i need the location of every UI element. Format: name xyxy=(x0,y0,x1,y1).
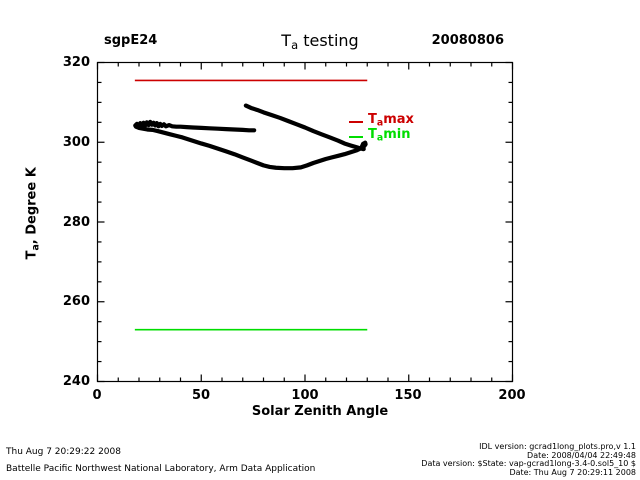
legend-swatch-tamax xyxy=(349,120,363,123)
metadata-idl-date: Date: 2008/04/04 22:49:48 xyxy=(527,450,636,460)
y-axis-title-suffix: , Degree K xyxy=(24,167,40,245)
footer-organization: Battelle Pacific Northwest National Labo… xyxy=(6,464,316,474)
legend-label-tamin: Tamin xyxy=(368,127,411,144)
page-title-text: T xyxy=(281,31,292,50)
date-code-label: 20080806 xyxy=(431,33,504,48)
footer-timestamp: Thu Aug 7 20:29:22 2008 xyxy=(6,447,121,457)
x-tick-label: 200 xyxy=(498,388,526,403)
x-tick-label: 100 xyxy=(291,388,319,403)
metadata-data-version: Data version: $State: vap-gcrad1long-3.4… xyxy=(421,459,636,468)
metadata-data-date: Date: Thu Aug 7 20:29:11 2008 xyxy=(509,467,636,477)
series-Ta observed lower branch xyxy=(133,124,368,171)
x-tick-label: 150 xyxy=(394,388,422,403)
page-title-suffix: testing xyxy=(298,31,359,50)
page-title: Ta testing xyxy=(0,31,640,52)
metadata-idl-version: IDL version: gcrad1long_plots.pro,v 1.1 xyxy=(479,442,636,451)
y-tick-label: 240 xyxy=(62,374,90,389)
plot-frame xyxy=(96,61,514,383)
metadata-block: IDL version: gcrad1long_plots.pro,v 1.1 … xyxy=(421,442,636,477)
x-axis-title: Solar Zenith Angle xyxy=(251,404,389,419)
y-axis-title-subscript: a xyxy=(30,244,42,251)
legend-item-tamin: Tamin xyxy=(349,127,414,144)
x-tick-label: 50 xyxy=(191,388,211,403)
legend-item-tamax: Tamax xyxy=(349,112,414,129)
legend-swatch-tamin xyxy=(349,135,363,138)
y-tick-label: 300 xyxy=(62,135,90,150)
x-tick-label: 0 xyxy=(92,388,102,403)
series-Ta observed descending branch xyxy=(243,103,366,152)
site-id-label: sgpE24 xyxy=(104,33,158,48)
page-title-subscript: a xyxy=(291,38,299,53)
legend: Tamax Tamin xyxy=(349,112,414,144)
y-tick-label: 280 xyxy=(62,215,90,230)
y-axis-title: Ta, Degree K xyxy=(25,133,42,293)
y-axis-title-text: T xyxy=(24,250,40,260)
y-tick-label: 320 xyxy=(62,55,90,70)
y-tick-label: 260 xyxy=(62,294,90,309)
legend-label-tamax: Tamax xyxy=(368,112,414,129)
series-Ta observed upper branch xyxy=(133,119,257,133)
